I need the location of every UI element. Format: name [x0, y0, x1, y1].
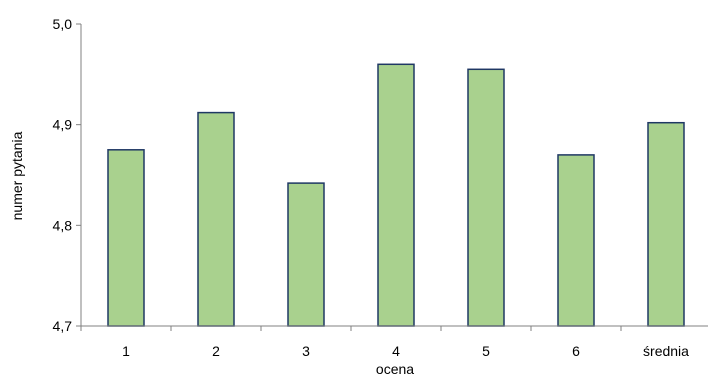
x-tick-label: 1	[122, 343, 130, 359]
bar-3	[287, 182, 325, 327]
plot-area: 4,7 4,8 4,9 5,0 1 2 3 4 5 6 średnia	[53, 16, 708, 359]
y-tick-label: 4,7	[53, 318, 73, 334]
bar-6	[557, 154, 595, 327]
bar-5	[467, 68, 505, 327]
x-tick-label: średnia	[643, 343, 689, 359]
x-tick-label: 6	[572, 343, 580, 359]
x-tick-label: 4	[392, 343, 400, 359]
x-tick-label: 2	[212, 343, 220, 359]
y-tick-label: 4,8	[53, 217, 73, 233]
x-tick-label: 3	[302, 343, 310, 359]
bar-4	[377, 63, 415, 327]
x-axis-title: ocena	[376, 361, 414, 377]
y-axis-title: numer pytania	[9, 131, 25, 220]
x-tick-label: 5	[482, 343, 490, 359]
y-tick-label: 5,0	[53, 16, 73, 32]
y-tick-label: 4,9	[53, 117, 73, 133]
bar-średnia	[647, 121, 685, 327]
bar-1	[107, 149, 145, 327]
bar-2	[197, 111, 235, 327]
